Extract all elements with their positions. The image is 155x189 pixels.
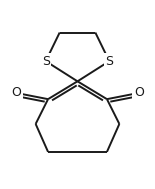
- Text: O: O: [11, 86, 21, 99]
- Text: S: S: [42, 55, 50, 68]
- Text: O: O: [134, 86, 144, 99]
- Text: S: S: [105, 55, 113, 68]
